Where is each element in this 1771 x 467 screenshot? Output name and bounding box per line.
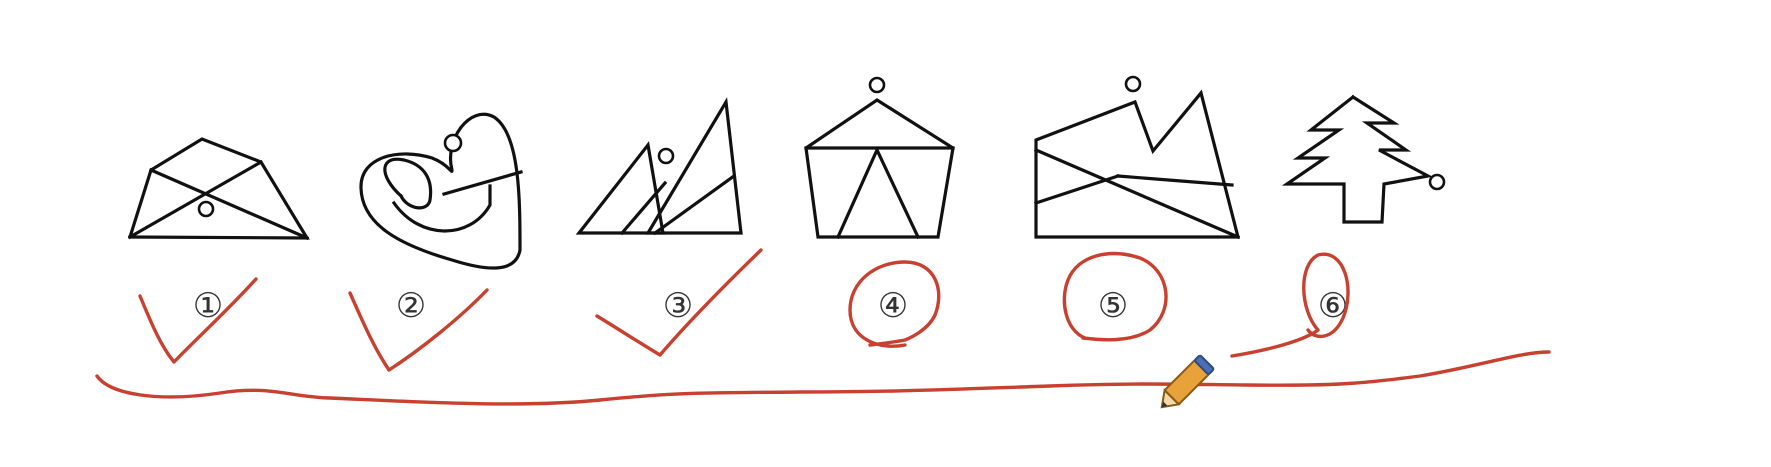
figure-1-outline xyxy=(127,137,310,240)
label-5: ⑤ xyxy=(1098,286,1128,326)
figure-2-chord xyxy=(442,170,523,196)
circle-mark-6 xyxy=(1230,252,1350,358)
figure-6 xyxy=(1281,94,1446,224)
check-mark-3 xyxy=(595,248,763,357)
check-mark-1 xyxy=(138,277,258,364)
figure-5 xyxy=(1033,75,1241,240)
figure-4-node xyxy=(868,76,886,94)
label-4: ④ xyxy=(878,286,908,326)
underline-stroke xyxy=(95,350,1551,406)
figure-3-inner-line-a xyxy=(619,180,668,236)
figure-3-inner-line-b xyxy=(652,173,737,236)
figure-2-node xyxy=(443,133,463,153)
figure-2-inner-arc xyxy=(391,184,492,233)
figure-3-large-triangle xyxy=(645,97,743,235)
figure-5-inner-line-b xyxy=(1116,174,1234,187)
figure-1 xyxy=(127,137,310,241)
figure-2 xyxy=(359,112,523,270)
figure-2-outer-curve xyxy=(359,112,522,270)
circle-mark-5 xyxy=(1062,251,1168,342)
figure-5-node xyxy=(1124,75,1142,93)
figure-1-node xyxy=(197,200,215,218)
figure-5-outline xyxy=(1034,89,1241,239)
figure-5-diagonal xyxy=(1033,147,1241,240)
figure-labels: ① ② ③ ④ ⑤ ⑥ xyxy=(193,286,1348,326)
circle-mark-4 xyxy=(848,260,941,348)
figure-6-node xyxy=(1428,173,1446,191)
figure-4 xyxy=(804,76,955,240)
figure-3 xyxy=(575,97,743,236)
figure-4-outline xyxy=(804,98,955,239)
figure-6-tree-outline xyxy=(1281,94,1433,224)
label-2: ② xyxy=(396,286,426,326)
figure-2-inner-curl xyxy=(383,157,433,210)
figure-3-node xyxy=(657,147,675,165)
figure-1-diagonal-b xyxy=(127,159,264,240)
ink-annotations xyxy=(95,248,1551,406)
figure-3-small-triangle xyxy=(575,141,665,235)
label-3: ③ xyxy=(663,286,693,326)
check-mark-2 xyxy=(348,288,489,372)
figure-5-inner-line-a xyxy=(1033,173,1121,206)
figure-4-inner-triangle xyxy=(835,146,921,240)
figure-1-diagonal-a xyxy=(148,167,310,241)
pencil-icon xyxy=(1160,354,1215,409)
